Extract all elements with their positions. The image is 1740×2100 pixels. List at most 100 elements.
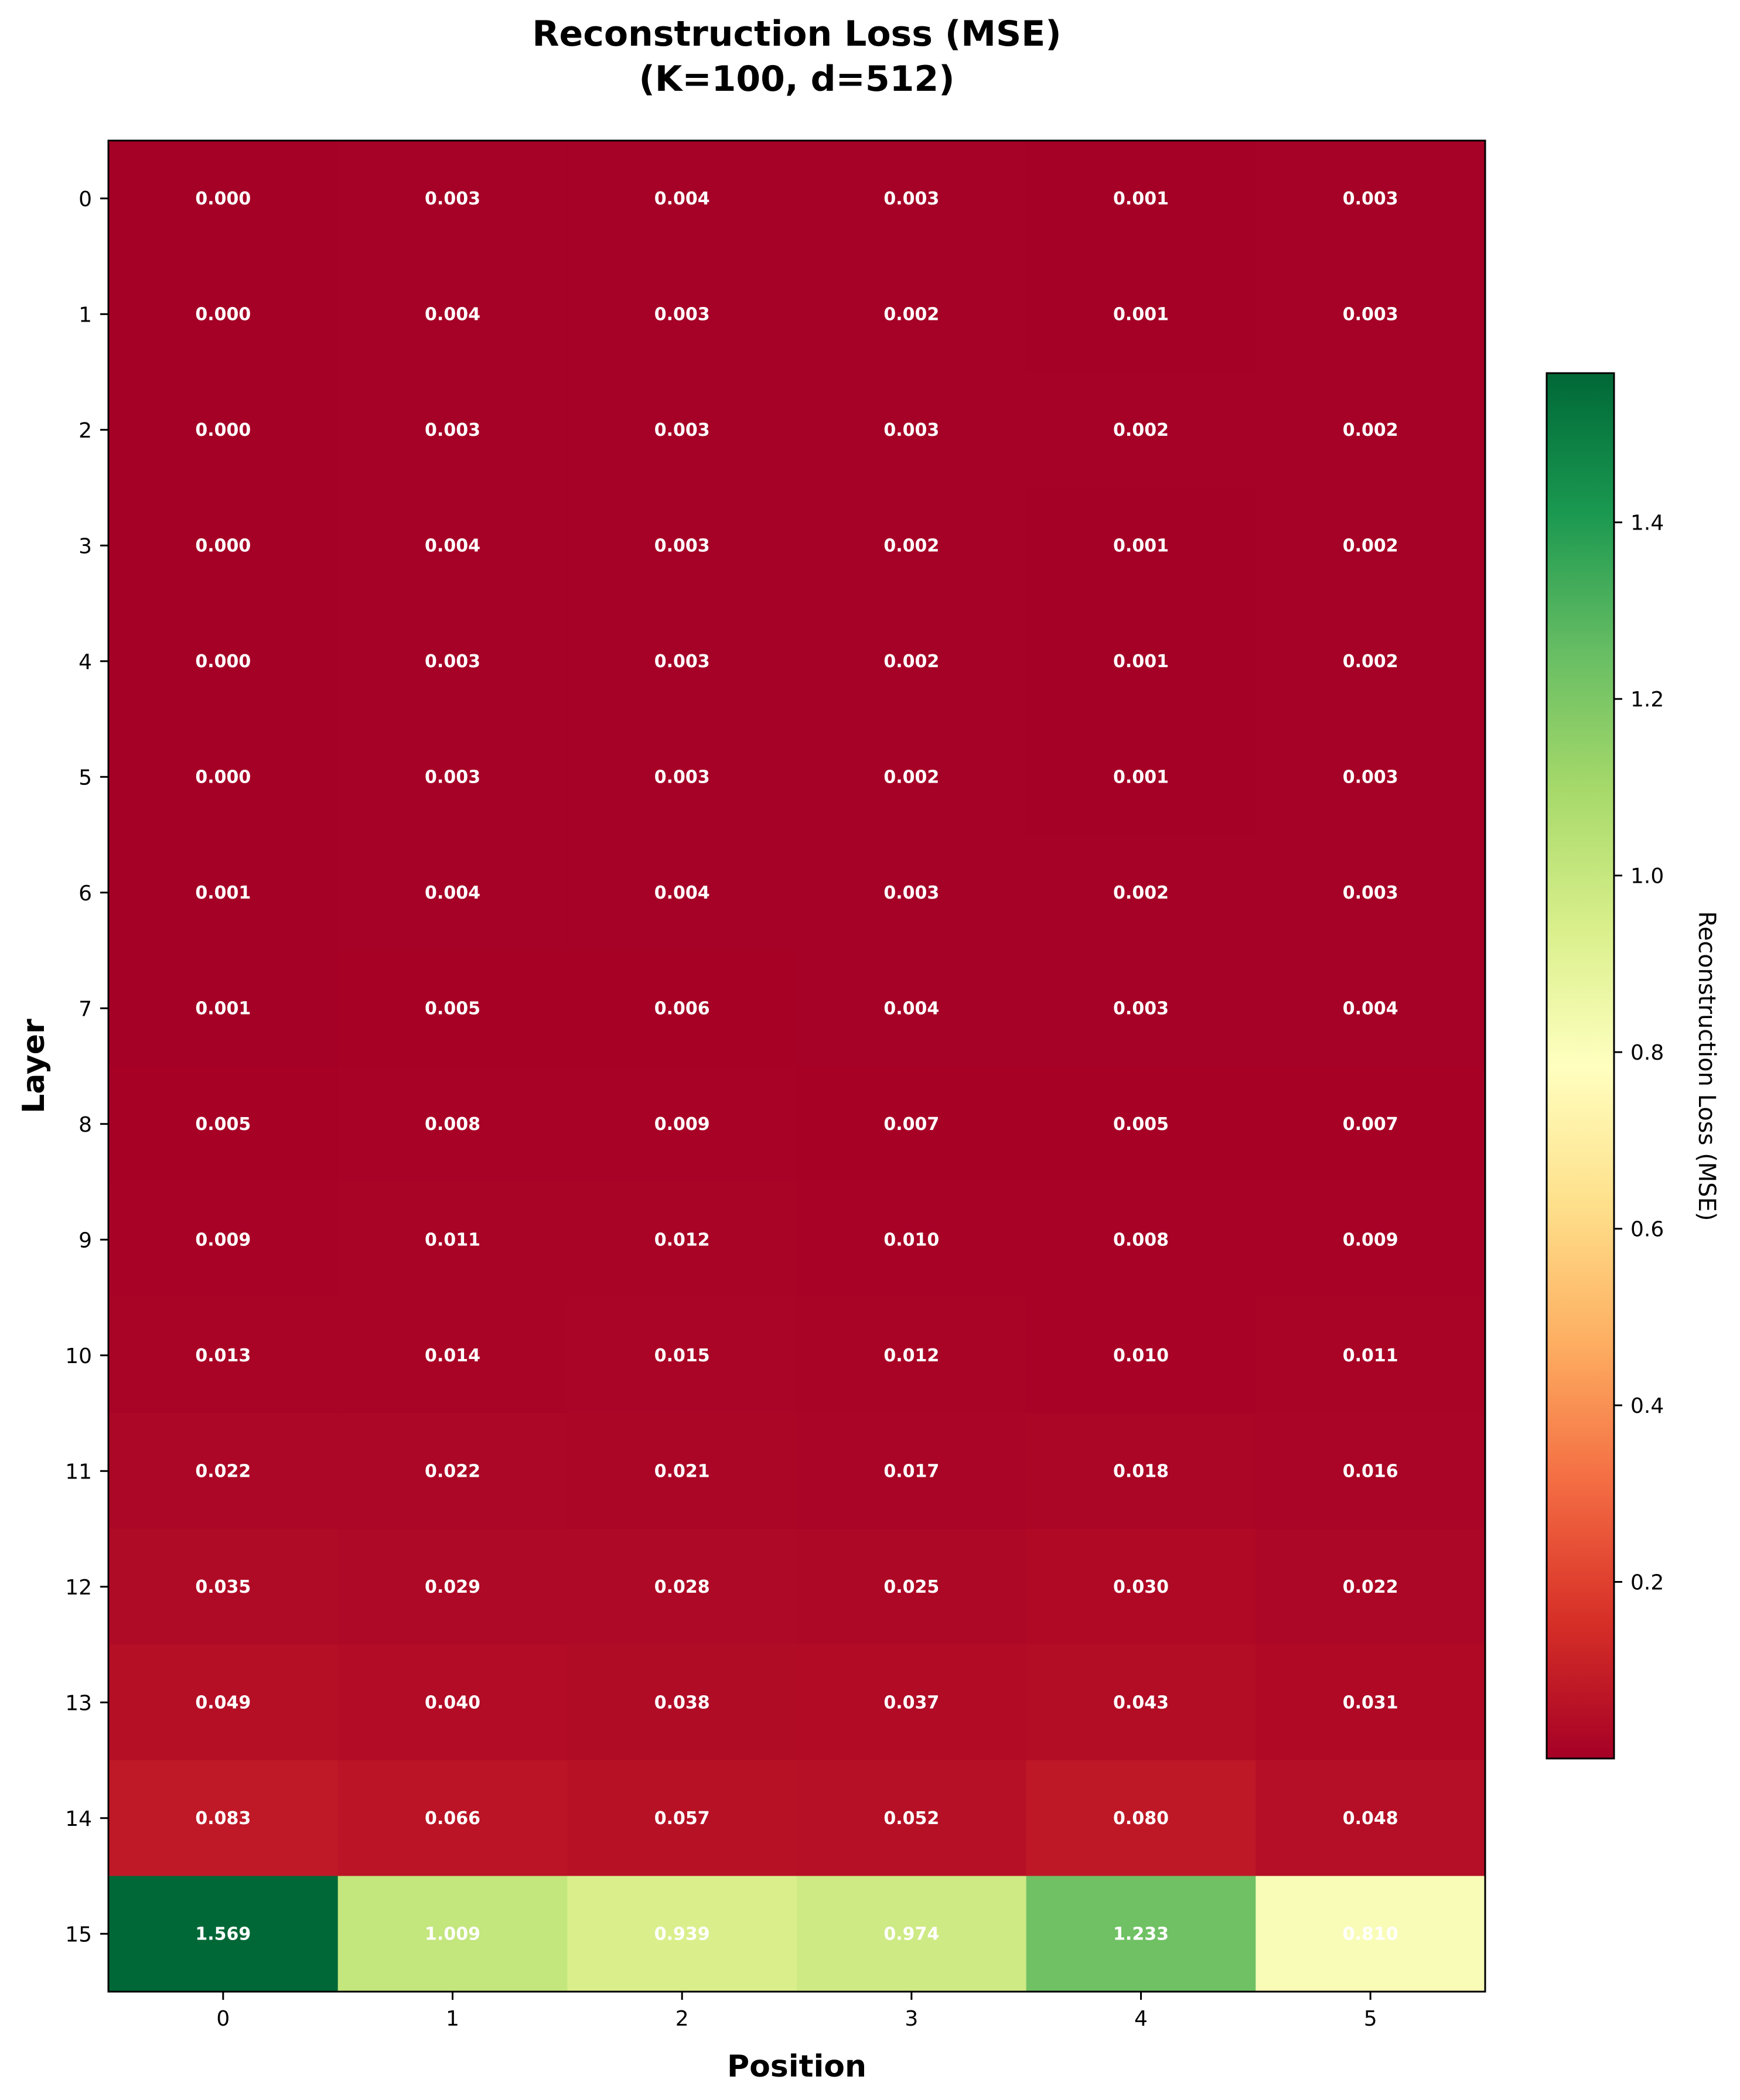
heatmap-cell-label-r3-c3: 0.002 [883, 535, 939, 556]
heatmap-cell-label-r4-c4: 0.001 [1113, 651, 1169, 672]
heatmap-cell-r7-c4 [1026, 950, 1256, 1067]
y-tick-label: 5 [79, 766, 92, 790]
y-tick-label: 10 [65, 1344, 92, 1368]
colorbar-label: Reconstruction Loss (MSE) [1693, 911, 1720, 1221]
heatmap-cell-label-r8-c5: 0.007 [1343, 1114, 1398, 1135]
heatmap-cell-label-r4-c0: 0.000 [195, 651, 251, 672]
y-tick-label: 13 [65, 1691, 92, 1715]
heatmap-cell-r12-c3 [797, 1529, 1027, 1645]
heatmap-cell-label-r7-c1: 0.005 [425, 998, 480, 1019]
heatmap-cell-label-r5-c2: 0.003 [654, 767, 710, 787]
heatmap-cell-r15-c0 [108, 1876, 339, 1992]
heatmap-cell-r1-c3 [797, 256, 1027, 373]
heatmap-cell-label-r15-c4: 1.233 [1113, 1924, 1169, 1944]
y-tick-label: 14 [65, 1807, 92, 1831]
x-tick-label: 2 [675, 2007, 689, 2031]
colorbar-tick-label: 0.6 [1630, 1218, 1664, 1242]
heatmap-cell-r0-c0 [108, 141, 339, 257]
heatmap-cell-r14-c0 [108, 1760, 339, 1876]
heatmap-cell-label-r5-c1: 0.003 [425, 767, 480, 787]
heatmap-cell-r1-c1 [337, 256, 568, 373]
heatmap-cell-r10-c4 [1026, 1297, 1256, 1413]
heatmap-cell-r9-c2 [567, 1182, 797, 1298]
heatmap-cell-label-r2-c3: 0.003 [883, 420, 939, 441]
heatmap-cell-r6-c3 [797, 835, 1027, 951]
heatmap-cell-r9-c5 [1255, 1182, 1486, 1298]
heatmap-cell-label-r13-c5: 0.031 [1343, 1692, 1398, 1713]
x-axis-ticks: 0 1 2 3 4 5 [216, 1992, 1377, 2031]
heatmap-cell-r15-c4 [1026, 1876, 1256, 1992]
heatmap-cell-label-r10-c3: 0.012 [883, 1346, 939, 1366]
heatmap-cell-labels: 0.000 0.003 0.004 0.003 0.001 0.003 0.000 0.004… [195, 189, 1398, 1945]
heatmap-cell-label-r14-c0: 0.083 [195, 1808, 251, 1829]
heatmap-cell-r5-c0 [108, 719, 339, 835]
heatmap-cell-label-r4-c5: 0.002 [1343, 651, 1398, 672]
heatmap-cell-r13-c4 [1026, 1644, 1256, 1761]
colorbar-tick-label: 1.2 [1630, 688, 1664, 712]
colorbar-tick-label: 0.2 [1630, 1571, 1664, 1595]
heatmap-cell-label-r1-c4: 0.001 [1113, 304, 1169, 325]
heatmap-cell-r14-c2 [567, 1760, 797, 1876]
heatmap-cell-label-r14-c5: 0.048 [1343, 1808, 1398, 1829]
heatmap-cell-label-r11-c5: 0.016 [1343, 1461, 1398, 1481]
heatmap-cell-r14-c3 [797, 1760, 1027, 1876]
heatmap-cell-r13-c5 [1255, 1644, 1486, 1761]
heatmap-cell-label-r8-c1: 0.008 [425, 1114, 480, 1135]
heatmap-cell-label-r4-c3: 0.002 [883, 651, 939, 672]
heatmap-cell-r10-c5 [1255, 1297, 1486, 1413]
heatmap-cell-r3-c1 [337, 487, 568, 604]
colorbar-tick-label: 0.8 [1630, 1041, 1664, 1065]
heatmap-cell-r7-c3 [797, 950, 1027, 1067]
x-tick-label: 0 [216, 2007, 230, 2031]
y-axis-label: Layer [16, 1019, 52, 1114]
y-tick-label: 0 [79, 187, 92, 211]
heatmap-cell-r8-c3 [797, 1066, 1027, 1182]
heatmap-cell-label-r1-c5: 0.003 [1343, 304, 1398, 325]
heatmap-cell-r6-c1 [337, 835, 568, 951]
heatmap-cell-r9-c4 [1026, 1182, 1256, 1298]
heatmap-cell-label-r6-c2: 0.004 [654, 883, 710, 903]
heatmap-cell-label-r9-c0: 0.009 [195, 1230, 251, 1250]
heatmap-cell-label-r9-c2: 0.012 [654, 1230, 710, 1250]
heatmap-cell-r11-c5 [1255, 1413, 1486, 1529]
y-tick-label: 4 [79, 650, 92, 674]
x-axis-label: Position [727, 2049, 866, 2084]
colorbar-tick-label: 1.0 [1630, 865, 1664, 889]
heatmap-cell-r4-c2 [567, 603, 797, 719]
heatmap-cell-label-r12-c3: 0.025 [883, 1577, 939, 1597]
heatmap-cell-r6-c4 [1026, 835, 1256, 951]
x-tick-label: 3 [905, 2007, 918, 2031]
y-tick-label: 9 [79, 1228, 92, 1252]
heatmap-cell-label-r14-c4: 0.080 [1113, 1808, 1169, 1829]
heatmap-cell-r5-c1 [337, 719, 568, 835]
heatmap-cell-label-r13-c2: 0.038 [654, 1692, 710, 1713]
heatmap-cell-r0-c4 [1026, 141, 1256, 257]
heatmap-cell-r15-c2 [567, 1876, 797, 1992]
heatmap-cell-r1-c0 [108, 256, 339, 373]
heatmap-cell-r12-c5 [1255, 1529, 1486, 1645]
heatmap-cell-label-r2-c4: 0.002 [1113, 420, 1169, 441]
heatmap-cell-label-r7-c5: 0.004 [1343, 998, 1398, 1019]
heatmap-cell-label-r9-c4: 0.008 [1113, 1230, 1169, 1250]
heatmap-cell-r7-c5 [1255, 950, 1486, 1067]
heatmap-cell-label-r14-c3: 0.052 [883, 1808, 939, 1829]
heatmap-cell-r11-c1 [337, 1413, 568, 1529]
heatmap-cell-r6-c5 [1255, 835, 1486, 951]
heatmap-cell-label-r10-c4: 0.010 [1113, 1346, 1169, 1366]
heatmap-cell-r3-c0 [108, 487, 339, 604]
heatmap-cell-label-r8-c4: 0.005 [1113, 1114, 1169, 1135]
heatmap-cell-label-r8-c0: 0.005 [195, 1114, 251, 1135]
heatmap-cell-r8-c2 [567, 1066, 797, 1182]
y-tick-label: 3 [79, 534, 92, 558]
heatmap-cell-label-r15-c0: 1.569 [195, 1924, 251, 1944]
heatmap-cell-label-r12-c1: 0.029 [425, 1577, 480, 1597]
heatmap-cell-r5-c4 [1026, 719, 1256, 835]
heatmap-cell-r4-c3 [797, 603, 1027, 719]
heatmap-cell-r3-c5 [1255, 487, 1486, 604]
heatmap-cell-label-r8-c3: 0.007 [883, 1114, 939, 1135]
heatmap-cell-label-r3-c0: 0.000 [195, 535, 251, 556]
heatmap-cell-r10-c3 [797, 1297, 1027, 1413]
heatmap-cell-r0-c1 [337, 141, 568, 257]
heatmap-cell-r4-c4 [1026, 603, 1256, 719]
